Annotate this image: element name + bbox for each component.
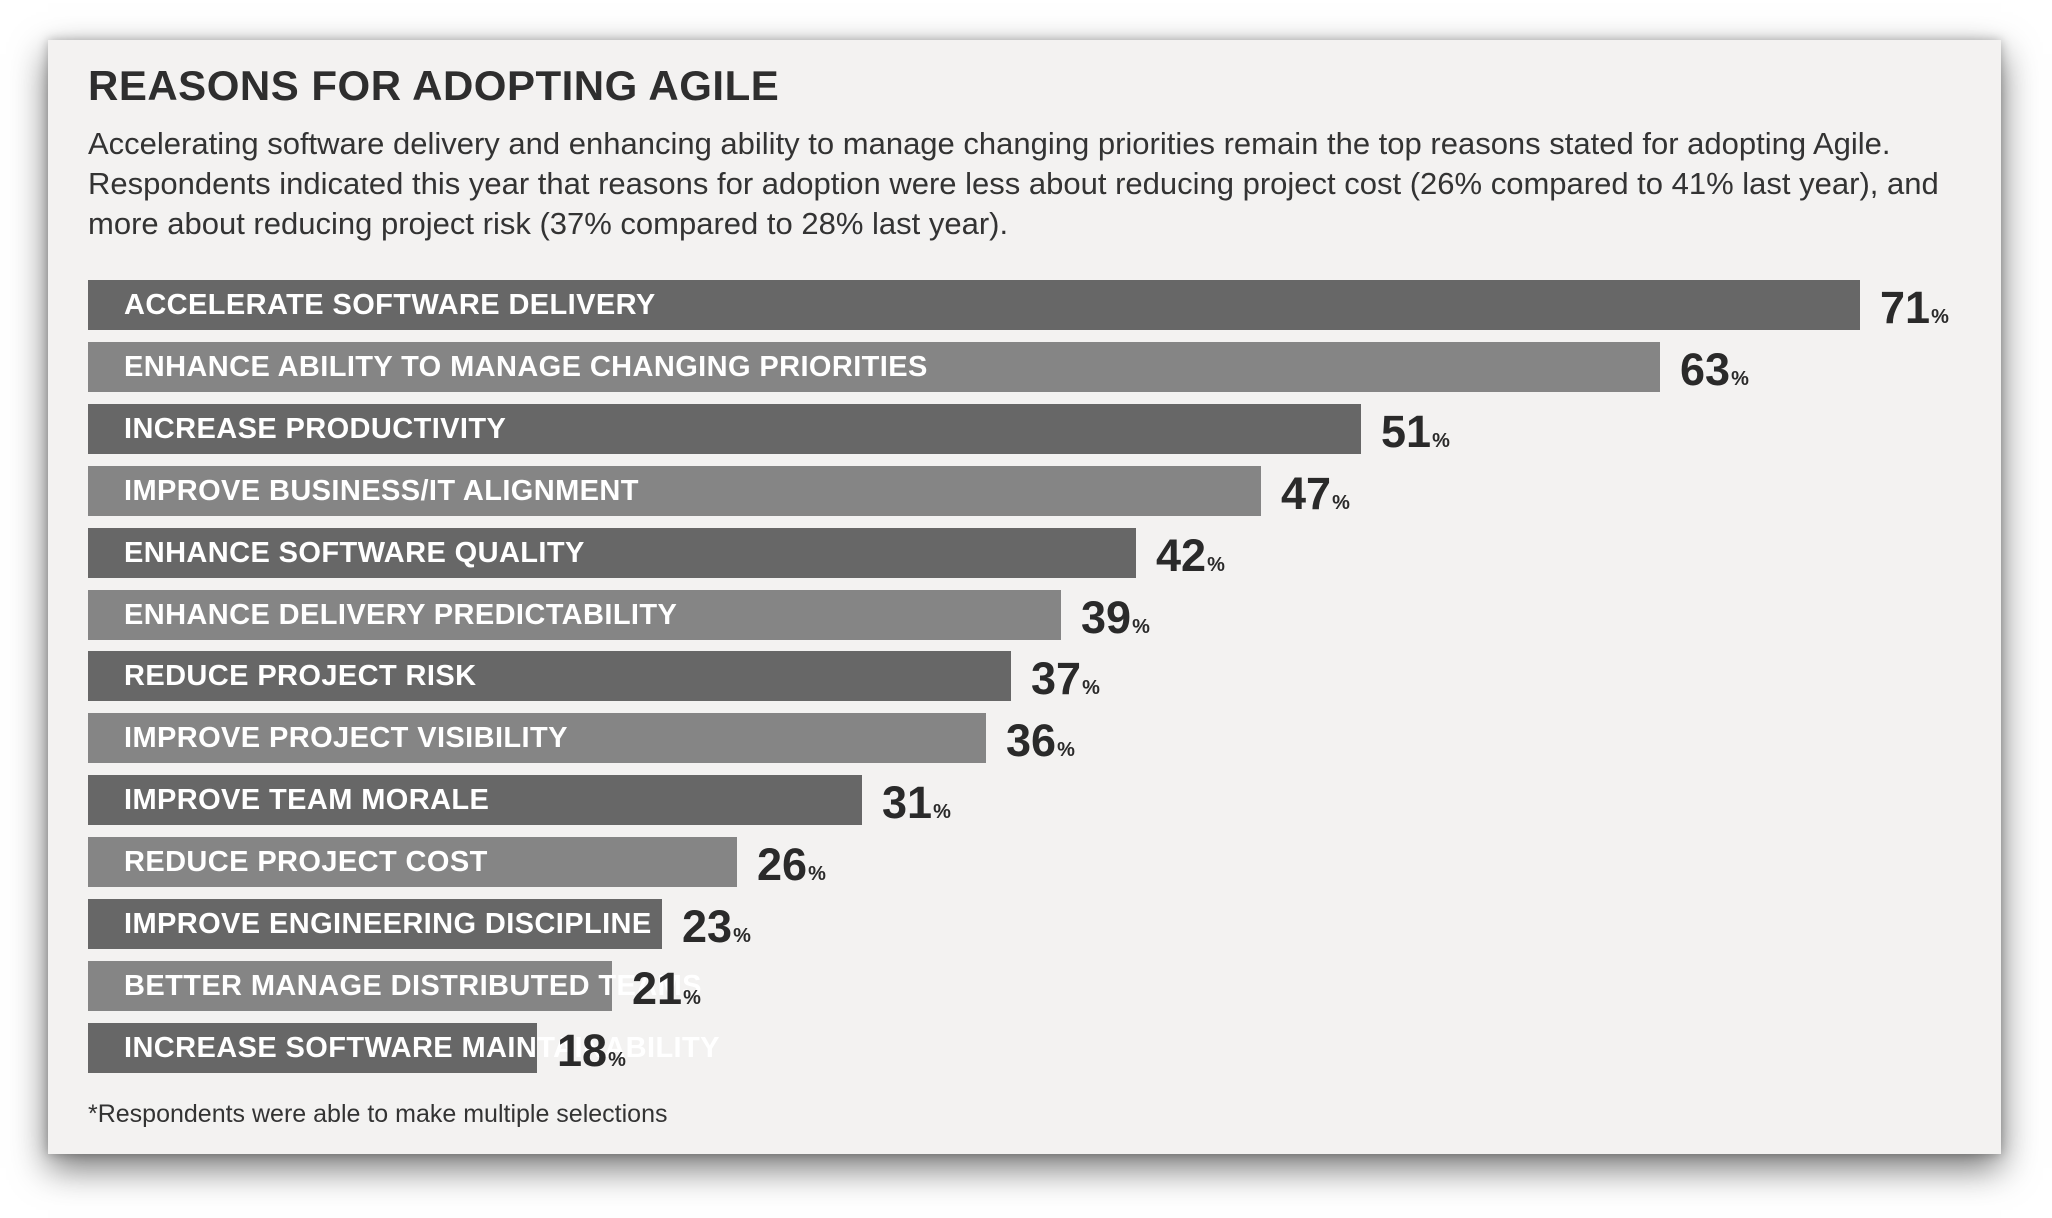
data-label: 37% <box>1031 651 1100 704</box>
data-label: 36% <box>1006 713 1075 766</box>
chart-card: REASONS FOR ADOPTING AGILE Accelerating … <box>48 40 2001 1154</box>
bar: REDUCE PROJECT COST <box>88 837 737 887</box>
bar: IMPROVE PROJECT VISIBILITY <box>88 713 986 763</box>
bar: IMPROVE TEAM MORALE <box>88 775 862 825</box>
data-label-value: 23 <box>682 901 733 952</box>
footnote: *Respondents were able to make multiple … <box>88 1100 668 1128</box>
percent-sign: % <box>1207 554 1225 576</box>
data-label: 71% <box>1880 280 1949 333</box>
data-label-value: 42 <box>1156 530 1207 581</box>
data-label: 31% <box>882 775 951 828</box>
data-label-value: 18 <box>557 1025 608 1076</box>
data-label-value: 36 <box>1006 715 1057 766</box>
bar-label: INCREASE SOFTWARE MAINTAINABILITY <box>124 1032 720 1064</box>
percent-sign: % <box>683 987 701 1009</box>
data-label-value: 63 <box>1680 344 1731 395</box>
data-label: 23% <box>682 899 751 952</box>
data-label-value: 39 <box>1081 592 1132 643</box>
percent-sign: % <box>1332 492 1350 514</box>
bar: INCREASE PRODUCTIVITY <box>88 404 1361 454</box>
bar: ENHANCE ABILITY TO MANAGE CHANGING PRIOR… <box>88 342 1660 392</box>
bar: ACCELERATE SOFTWARE DELIVERY <box>88 280 1860 330</box>
bar-label: ACCELERATE SOFTWARE DELIVERY <box>124 289 656 321</box>
data-label: 39% <box>1081 590 1150 643</box>
percent-sign: % <box>1931 306 1949 328</box>
bar: REDUCE PROJECT RISK <box>88 651 1011 701</box>
data-label: 63% <box>1680 342 1749 395</box>
bar-label: REDUCE PROJECT COST <box>124 846 488 878</box>
data-label-value: 21 <box>632 963 683 1014</box>
bar: IMPROVE ENGINEERING DISCIPLINE <box>88 899 662 949</box>
bar-label: INCREASE PRODUCTIVITY <box>124 413 507 445</box>
bar-label: IMPROVE BUSINESS/IT ALIGNMENT <box>124 475 639 507</box>
data-label-value: 47 <box>1281 468 1332 519</box>
data-label: 21% <box>632 961 701 1014</box>
data-label-value: 31 <box>882 777 933 828</box>
bar: ENHANCE SOFTWARE QUALITY <box>88 528 1136 578</box>
bar-label: ENHANCE SOFTWARE QUALITY <box>124 537 585 569</box>
percent-sign: % <box>1057 739 1075 761</box>
bar: BETTER MANAGE DISTRIBUTED TEAMS <box>88 961 702 1011</box>
data-label-value: 26 <box>757 839 808 890</box>
data-label: 51% <box>1381 404 1450 457</box>
percent-sign: % <box>808 863 826 885</box>
percent-sign: % <box>933 801 951 823</box>
percent-sign: % <box>608 1049 626 1071</box>
percent-sign: % <box>1731 368 1749 390</box>
bar-label: ENHANCE ABILITY TO MANAGE CHANGING PRIOR… <box>124 351 928 383</box>
bar-label: ENHANCE DELIVERY PREDICTABILITY <box>124 599 678 631</box>
data-label-value: 37 <box>1031 653 1082 704</box>
percent-sign: % <box>1082 677 1100 699</box>
data-label-value: 51 <box>1381 406 1432 457</box>
bar: IMPROVE BUSINESS/IT ALIGNMENT <box>88 466 1261 516</box>
data-label: 47% <box>1281 466 1350 519</box>
bar-label: IMPROVE TEAM MORALE <box>124 784 490 816</box>
bar-label: IMPROVE PROJECT VISIBILITY <box>124 722 568 754</box>
bar: INCREASE SOFTWARE MAINTAINABILITY <box>88 1023 719 1073</box>
bar-label: BETTER MANAGE DISTRIBUTED TEAMS <box>124 970 702 1002</box>
bar-label: REDUCE PROJECT RISK <box>124 660 477 692</box>
percent-sign: % <box>733 925 751 947</box>
data-label: 26% <box>757 837 826 890</box>
percent-sign: % <box>1432 430 1450 452</box>
data-label: 18% <box>557 1023 626 1076</box>
bar: ENHANCE DELIVERY PREDICTABILITY <box>88 590 1061 640</box>
data-label: 42% <box>1156 528 1225 581</box>
bar-label: IMPROVE ENGINEERING DISCIPLINE <box>124 908 652 940</box>
data-label-value: 71 <box>1880 282 1931 333</box>
percent-sign: % <box>1132 616 1150 638</box>
chart-title: REASONS FOR ADOPTING AGILE <box>88 62 780 109</box>
chart-subtitle: Accelerating software delivery and enhan… <box>88 126 1939 241</box>
